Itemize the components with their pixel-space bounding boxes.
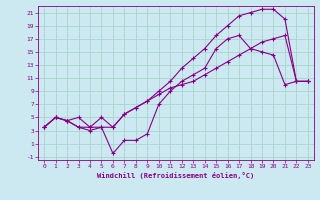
X-axis label: Windchill (Refroidissement éolien,°C): Windchill (Refroidissement éolien,°C) (97, 172, 255, 179)
